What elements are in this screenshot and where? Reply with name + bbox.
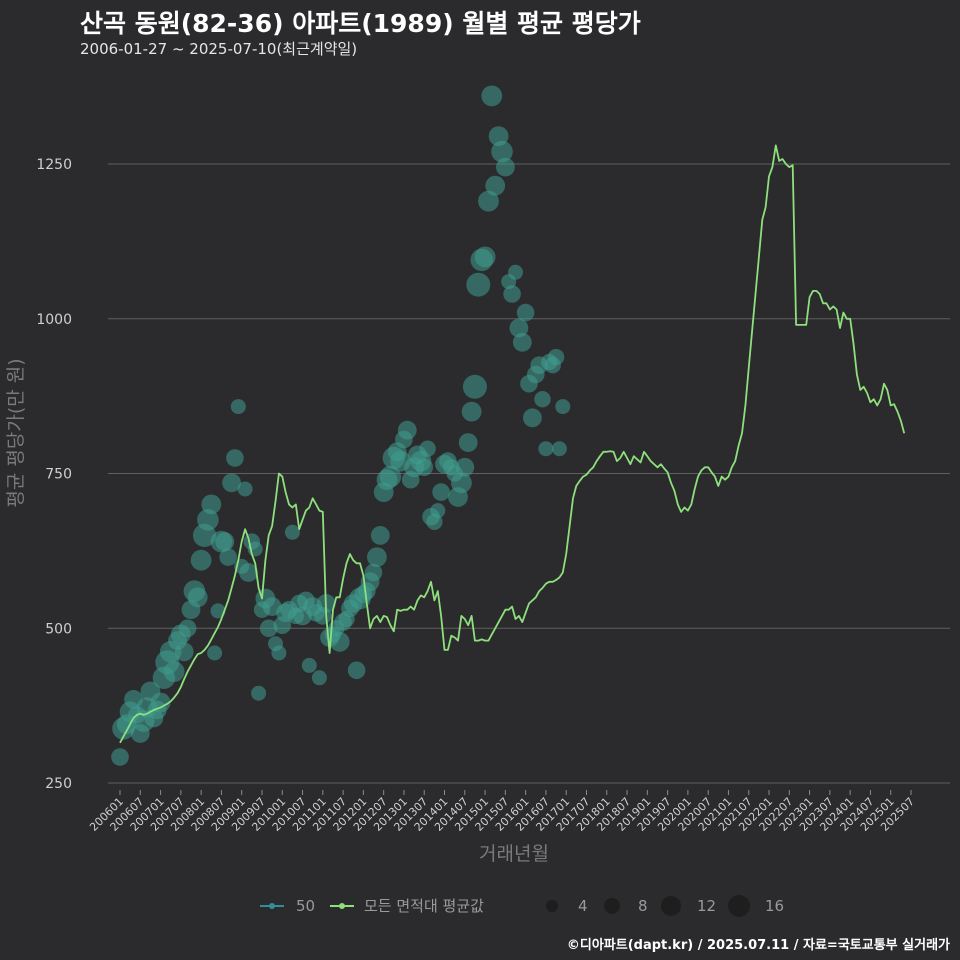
bubble-point bbox=[271, 645, 287, 661]
bubble-point bbox=[226, 449, 244, 467]
legend-swatch-dot bbox=[269, 903, 275, 909]
bubble-point bbox=[430, 503, 446, 519]
bubble-point bbox=[219, 548, 237, 566]
chart-title: 산곡 동원(82-36) 아파트(1989) 월별 평균 평당가 bbox=[80, 9, 641, 38]
bubble-point bbox=[509, 318, 529, 338]
bubble-point bbox=[329, 632, 350, 652]
legend-size-label: 12 bbox=[697, 897, 716, 915]
bubble-point bbox=[301, 657, 317, 673]
bubble-point bbox=[210, 603, 226, 619]
legend-size-label: 8 bbox=[638, 897, 648, 915]
y-tick-label: 1000 bbox=[36, 312, 72, 328]
bubble-point bbox=[230, 399, 246, 415]
legend-size-label: 16 bbox=[765, 897, 784, 915]
bubble-point bbox=[496, 157, 515, 177]
legend-size-circle bbox=[604, 898, 620, 914]
bubble-point bbox=[207, 645, 223, 661]
average-line bbox=[119, 144, 906, 744]
legend-size-circle bbox=[728, 895, 750, 917]
legend-size-label: 4 bbox=[578, 897, 588, 915]
grid-lines bbox=[108, 163, 950, 784]
bubble-point bbox=[474, 246, 496, 268]
y-tick-label: 1250 bbox=[36, 157, 72, 173]
x-axis-title: 거래년월 bbox=[479, 843, 549, 865]
x-tick-labels: 2006012006072007012007072008012008072009… bbox=[87, 790, 917, 834]
bubble-point bbox=[284, 524, 300, 540]
bubble-series bbox=[111, 85, 571, 766]
legend-swatch-dot bbox=[339, 903, 345, 909]
bubble-point bbox=[259, 619, 278, 638]
legend: 50 모든 면적대 평균값 4 8 12 16 bbox=[260, 895, 784, 917]
bubble-point bbox=[251, 685, 267, 701]
bubble-point bbox=[163, 661, 185, 682]
bubble-point bbox=[201, 494, 222, 515]
bubble-point bbox=[555, 399, 571, 415]
bubble-point bbox=[311, 670, 327, 686]
bubble-point bbox=[503, 285, 521, 303]
bubble-point bbox=[190, 549, 212, 571]
bubble-point bbox=[478, 190, 499, 212]
bubble-point bbox=[237, 481, 253, 497]
bubble-point bbox=[379, 465, 402, 488]
bubble-point bbox=[547, 348, 565, 366]
bubble-point bbox=[551, 441, 567, 457]
bubble-point bbox=[222, 473, 242, 493]
bubble-point bbox=[174, 642, 194, 662]
bubble-point bbox=[491, 140, 513, 163]
bubble-point bbox=[370, 526, 390, 545]
bubble-point bbox=[455, 457, 475, 477]
bubble-point bbox=[512, 332, 532, 352]
y-tick-label: 750 bbox=[45, 467, 72, 483]
bubble-point bbox=[150, 692, 171, 713]
bubble-point bbox=[481, 85, 503, 107]
bubble-point bbox=[485, 175, 506, 196]
bubble-point bbox=[215, 532, 235, 551]
bubble-point bbox=[458, 433, 478, 452]
bubble-point bbox=[187, 587, 208, 608]
source-caption: ©디아파트(dapt.kr) / 2025.07.11 / 자료=국토교통부 실… bbox=[566, 938, 950, 953]
bubble-point bbox=[534, 391, 551, 408]
bubble-point bbox=[111, 748, 129, 766]
legend-label: 모든 면적대 평균값 bbox=[364, 897, 484, 915]
bubble-point bbox=[538, 441, 554, 457]
legend-size-circle bbox=[661, 896, 681, 916]
bubble-point bbox=[516, 303, 535, 322]
chart-subtitle: 2006-01-27 ~ 2025-07-10(최근계약일) bbox=[80, 40, 358, 58]
bubble-point bbox=[364, 563, 383, 582]
bubble-point bbox=[466, 272, 491, 297]
bubble-point bbox=[397, 420, 417, 440]
bubble-point bbox=[451, 472, 472, 494]
bubble-point bbox=[415, 458, 434, 477]
legend-size-circle bbox=[546, 900, 558, 912]
y-axis-title: 평균 평당가(만 원) bbox=[5, 358, 27, 507]
bubble-point bbox=[197, 509, 219, 531]
y-tick-label: 250 bbox=[45, 776, 72, 792]
bubble-point bbox=[523, 408, 542, 428]
bubble-point bbox=[347, 661, 366, 680]
bubble-point bbox=[178, 619, 197, 638]
bubble-point bbox=[367, 547, 387, 567]
bubble-point bbox=[239, 563, 258, 582]
average-line-series bbox=[119, 144, 906, 744]
legend-label: 50 bbox=[296, 897, 315, 915]
y-tick-labels: 250 500 750 1000 1250 bbox=[36, 157, 72, 792]
bubble-point bbox=[432, 483, 450, 501]
bubble-point bbox=[508, 264, 523, 280]
bubble-point bbox=[462, 374, 487, 399]
bubble-point bbox=[461, 401, 482, 422]
y-tick-label: 500 bbox=[45, 621, 72, 637]
bubble-point bbox=[419, 440, 436, 457]
